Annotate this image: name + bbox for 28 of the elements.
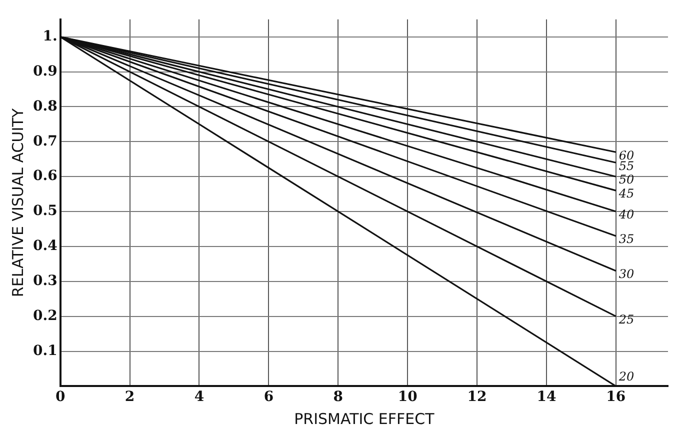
x-tick-label: 10: [398, 389, 418, 406]
y-tick-label: 0.6: [32, 168, 58, 184]
x-tick-label: 8: [333, 389, 344, 406]
series-label: 40: [618, 208, 635, 222]
series-label: 35: [618, 232, 634, 246]
y-tick-label: 0.4: [32, 238, 58, 254]
y-tick-label: 0.5: [32, 203, 58, 220]
x-tick-label: 4: [194, 389, 204, 406]
y-tick-label: 0.3: [32, 273, 58, 290]
y-tick-label: 1.: [42, 28, 58, 45]
series-label: 20: [618, 369, 635, 384]
y-tick-label: 0.2: [32, 308, 58, 324]
series-label: 50: [618, 172, 635, 187]
series-label: 45: [618, 186, 634, 201]
y-tick-label: 0.9: [32, 63, 58, 80]
x-tick-label: 16: [606, 389, 626, 406]
x-tick-label: 12: [467, 389, 487, 406]
series-label: 30: [618, 267, 635, 282]
y-axis-title: RELATIVE VISUAL ACUITY: [8, 108, 27, 298]
x-tick-label: 14: [536, 389, 556, 406]
x-tick-label: 0: [55, 389, 66, 406]
y-tick-label: 0.7: [32, 133, 58, 150]
series-label: 25: [618, 312, 634, 326]
x-tick-label: 2: [124, 389, 135, 406]
y-tick-label: 0.1: [32, 342, 58, 359]
x-axis-title: PRISMATIC EFFECT: [294, 410, 436, 428]
y-tick-label: 0.8: [32, 98, 58, 114]
x-tick-label: 6: [264, 389, 274, 406]
